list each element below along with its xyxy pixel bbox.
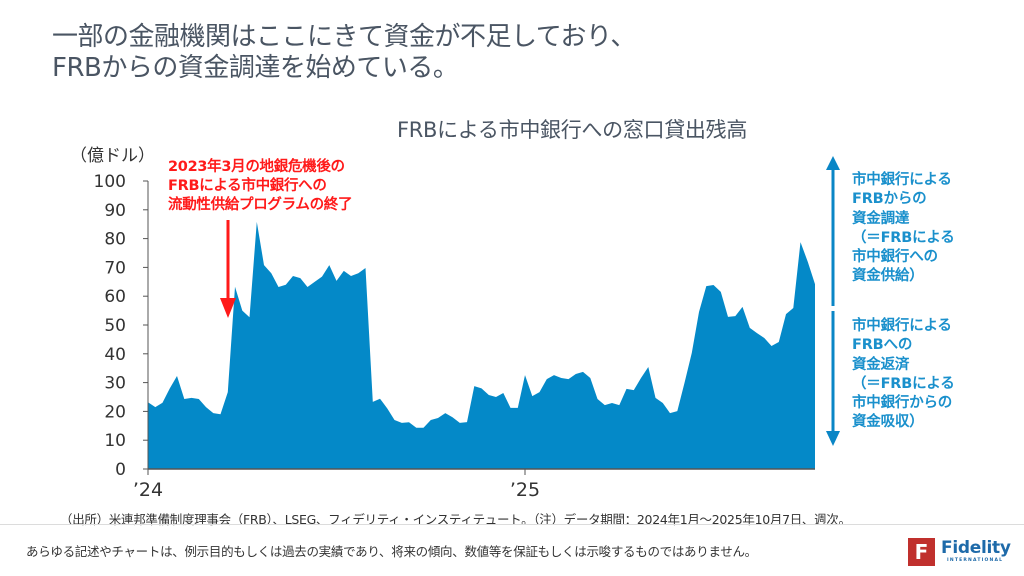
side-down-line: 資金吸収）: [852, 414, 924, 431]
y-tick-label: 40: [104, 345, 126, 365]
red-arrow-down-icon: [220, 220, 236, 318]
y-tick-label: 30: [104, 374, 126, 394]
headline-line-2: FRBからの資金調達を始めている。: [52, 53, 459, 83]
y-tick-label: 20: [104, 402, 126, 422]
program-end-annotation: 2023年3月の地銀危機後の FRBによる市中銀行への 流動性供給プログラムの終…: [168, 158, 352, 215]
footer-divider: [0, 524, 1024, 525]
disclaimer: あらゆる記述やチャートは、例示目的もしくは過去の実績であり、将来の傾向、数値等を…: [26, 544, 757, 559]
side-up-line: 資金調達: [852, 210, 910, 227]
repayment-to-frb-label: 市中銀行による FRBへの 資金返済 （＝FRBによる 市中銀行からの 資金吸収…: [852, 317, 955, 433]
y-axis: 0 10 20 30 40 50 60 70 80 90 100: [94, 172, 149, 480]
side-down-line: （＝FRBによる: [852, 375, 955, 392]
annotation-line-1: 2023年3月の地銀危機後の: [168, 159, 345, 175]
y-tick-label: 50: [104, 316, 126, 336]
annotation-line-2: FRBによる市中銀行への: [168, 178, 327, 194]
side-down-line: 市中銀行による: [852, 318, 952, 334]
arrow-up-icon: [826, 156, 840, 306]
side-down-line: FRBへの: [852, 337, 913, 354]
fidelity-mark-icon: F: [908, 538, 935, 566]
side-up-line: 市中銀行への: [852, 249, 938, 266]
y-tick-label: 100: [94, 172, 126, 192]
headline-line-1: 一部の金融機関はここにきて資金が不足しており、: [52, 22, 636, 52]
side-up-line: 市中銀行による: [852, 172, 952, 188]
side-down-line: 資金返済: [852, 356, 910, 373]
headline: 一部の金融機関はここにきて資金が不足しており、 FRBからの資金調達を始めている…: [52, 22, 636, 84]
side-up-line: FRBからの: [852, 191, 927, 208]
x-tick-label: ’24: [133, 479, 163, 501]
funding-from-frb-label: 市中銀行による FRBからの 資金調達 （＝FRBによる 市中銀行への 資金供給…: [852, 171, 955, 287]
logo-wordmark: Fidelity: [941, 538, 1011, 558]
side-down-line: 市中銀行からの: [852, 395, 953, 412]
side-up-line: （＝FRBによる: [852, 229, 955, 246]
source-note: （出所）米連邦準備制度理事会（FRB）、LSEG、フィデリティ・インスティテュー…: [60, 512, 851, 527]
y-tick-label: 90: [104, 201, 126, 221]
side-up-line: 資金供給）: [852, 268, 924, 285]
y-tick-label: 80: [104, 230, 126, 250]
x-axis: ’24 ’25: [133, 468, 815, 501]
y-axis-unit-label: （億ドル）: [70, 146, 155, 166]
arrow-down-icon: [826, 311, 840, 446]
x-tick-label: ’25: [510, 479, 540, 501]
annotation-line-3: 流動性供給プログラムの終了: [168, 197, 353, 213]
y-tick-label: 10: [104, 431, 126, 451]
y-tick-label: 0: [115, 460, 126, 480]
y-tick-label: 70: [104, 258, 126, 278]
fidelity-logo: F Fidelity INTERNATIONAL: [908, 536, 1011, 568]
y-tick-label: 60: [104, 287, 126, 307]
chart-area-series: [148, 221, 815, 469]
logo-subtitle: INTERNATIONAL: [947, 558, 1004, 563]
chart-title: FRBによる市中銀行への窓口貸出残高: [396, 118, 748, 142]
